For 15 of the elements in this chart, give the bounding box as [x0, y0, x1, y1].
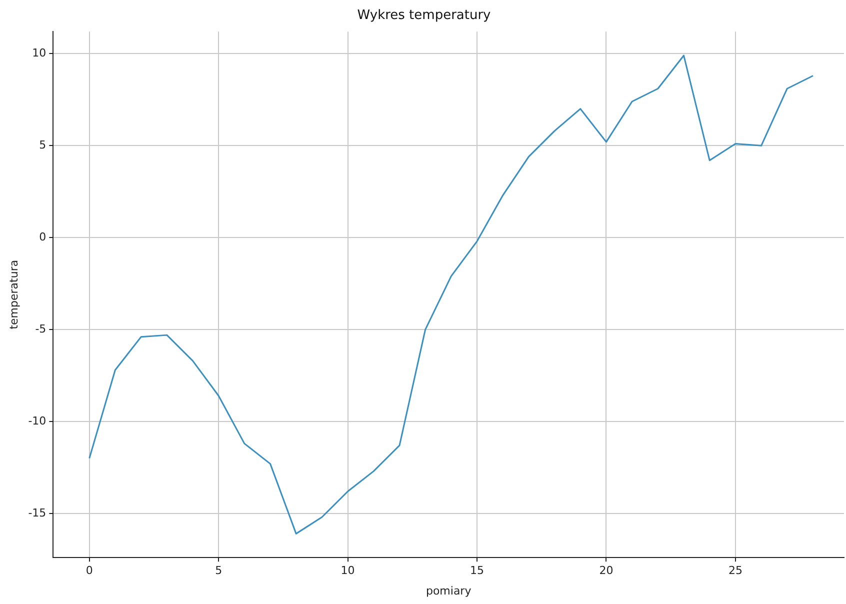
- chart-title: Wykres temperatury: [357, 8, 492, 24]
- y-tick-label: -10: [28, 414, 46, 428]
- y-tick-label: 0: [39, 230, 46, 244]
- y-tick-label: 10: [32, 46, 46, 60]
- y-tick-label: 5: [39, 138, 46, 152]
- x-axis-title: pomiary: [426, 584, 472, 598]
- x-tick-label: 10: [340, 564, 355, 578]
- y-axis-title: temperatura: [7, 260, 20, 330]
- x-tick-label: 25: [728, 564, 742, 578]
- x-tick-label: 0: [86, 564, 93, 578]
- x-tick-label: 20: [599, 564, 614, 578]
- x-tick-label: 5: [215, 564, 222, 578]
- y-tick-label: -5: [35, 322, 46, 336]
- x-tick-label: 15: [470, 564, 484, 578]
- y-tick-label: -15: [28, 506, 46, 520]
